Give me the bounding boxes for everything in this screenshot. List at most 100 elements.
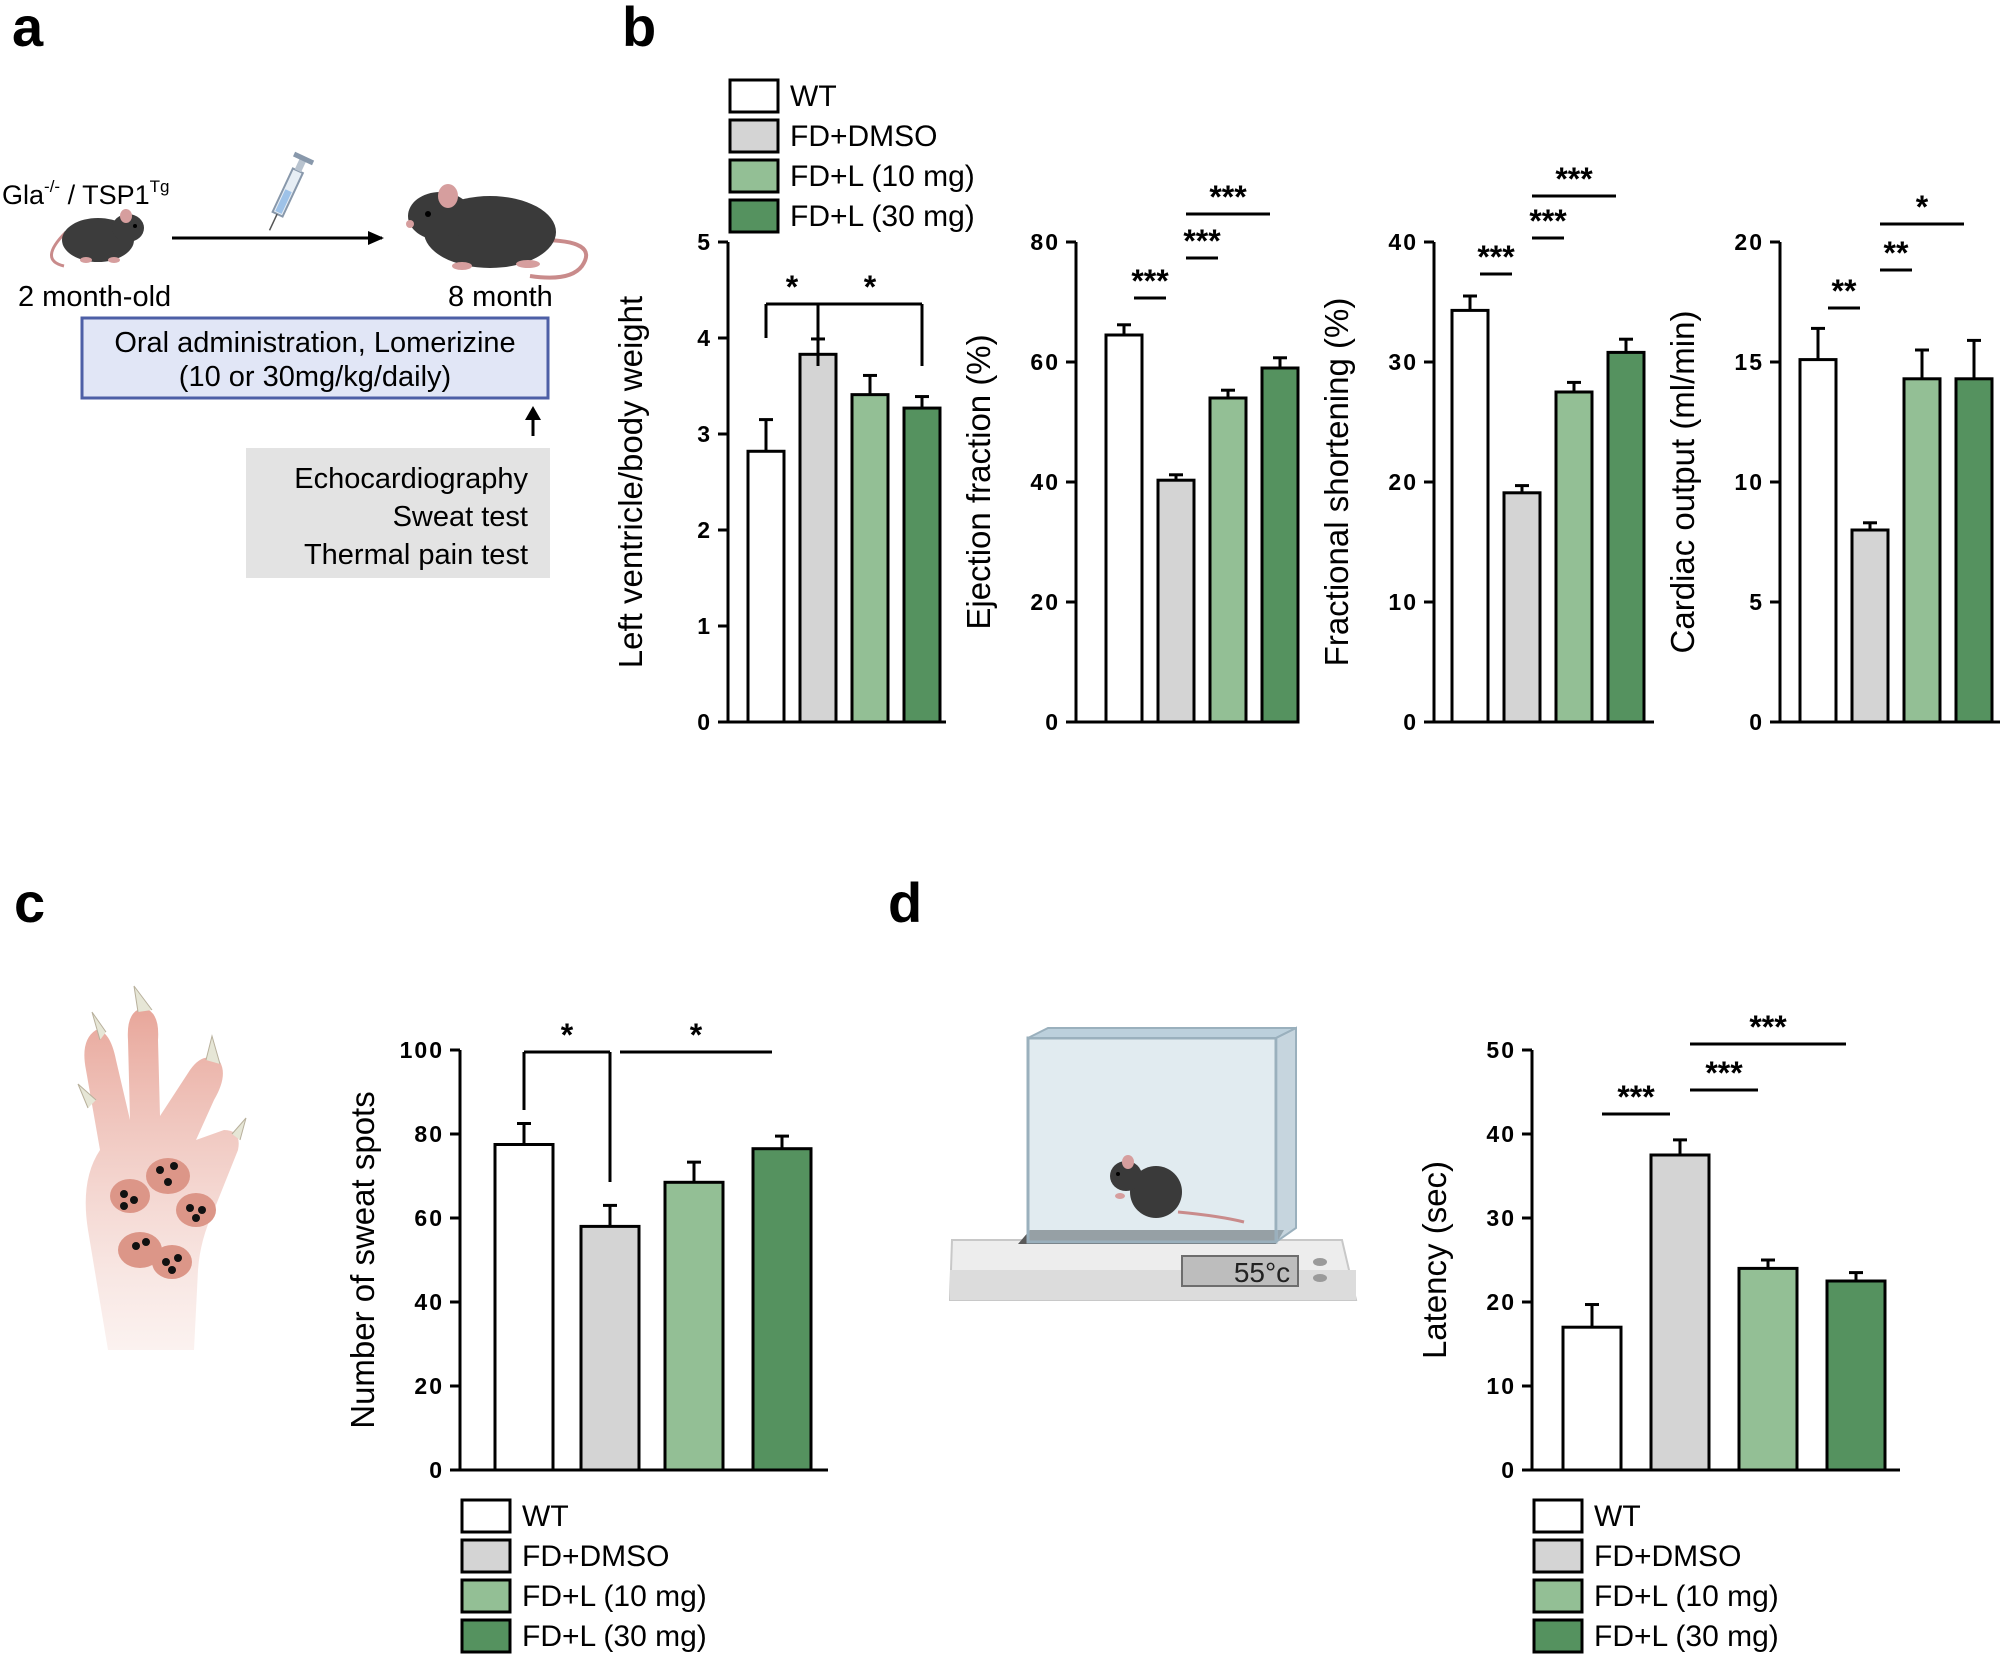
legend-swatch-wt bbox=[1532, 1498, 1584, 1534]
chart-fs: 0 10 20 30 40 Fractional shortening (%) *** ***… bbox=[1318, 161, 1654, 735]
significance-label: *** bbox=[1529, 203, 1567, 239]
significance-label: *** bbox=[1705, 1055, 1743, 1091]
significance-label: *** bbox=[1209, 179, 1247, 215]
bar bbox=[751, 1147, 813, 1472]
young-mouse-icon bbox=[50, 209, 144, 268]
legend-d: WT FD+DMSO FD+L (10 mg) FD+L (30 mg) bbox=[1532, 1498, 1779, 1654]
y-tick-label: 15 bbox=[1734, 349, 1764, 375]
bar bbox=[1561, 1325, 1623, 1472]
y-tick-label: 0 bbox=[1403, 709, 1418, 735]
y-tick-label: 4 bbox=[697, 325, 712, 351]
legend-label: FD+L (30 mg) bbox=[522, 1620, 707, 1653]
syringe-icon bbox=[268, 151, 315, 231]
y-tick-label: 30 bbox=[1486, 1205, 1516, 1231]
y-tick-label: 3 bbox=[697, 421, 712, 447]
legend-label: WT bbox=[790, 80, 837, 113]
treatment-box bbox=[80, 316, 550, 400]
y-tick-label: 5 bbox=[1749, 589, 1764, 615]
chart-sweat: 0 20 40 60 80 100 Number of sweat spots * * bbox=[344, 1017, 828, 1483]
temperature-display bbox=[1181, 1255, 1299, 1287]
legend-label: FD+L (10 mg) bbox=[1594, 1580, 1779, 1613]
y-tick-label: 20 bbox=[1030, 589, 1060, 615]
legend-label: FD+L (10 mg) bbox=[790, 160, 975, 193]
significance-label: ** bbox=[1832, 273, 1857, 309]
y-tick-label: 40 bbox=[414, 1289, 444, 1315]
y-axis-label: Cardiac output (ml/min) bbox=[1664, 311, 1701, 654]
legend-c: WT FD+DMSO FD+L (10 mg) FD+L (30 mg) bbox=[460, 1498, 707, 1654]
y-tick-label: 100 bbox=[400, 1037, 444, 1063]
significance-label: *** bbox=[1555, 161, 1593, 197]
mouse-icon bbox=[1110, 1155, 1245, 1224]
significance-label: *** bbox=[1749, 1009, 1787, 1045]
significance-label: *** bbox=[1477, 239, 1515, 275]
significance-label: * bbox=[690, 1017, 703, 1053]
test-item: Sweat test bbox=[393, 501, 528, 533]
y-tick-label: 1 bbox=[697, 613, 712, 639]
temperature-readout: 55°c bbox=[1234, 1257, 1290, 1288]
y-tick-label: 0 bbox=[1749, 709, 1764, 735]
y-tick-label: 20 bbox=[1388, 469, 1418, 495]
y-axis-label: Ejection fraction (%) bbox=[960, 334, 997, 629]
legend-swatch-l30 bbox=[460, 1618, 512, 1654]
y-tick-label: 80 bbox=[1030, 229, 1060, 255]
legend-label: WT bbox=[522, 1500, 569, 1533]
y-axis-label: Latency (sec) bbox=[1416, 1161, 1453, 1359]
legend-swatch-dmso bbox=[460, 1538, 512, 1574]
y-tick-label: 10 bbox=[1486, 1373, 1516, 1399]
hot-plate-illustration: 55°c bbox=[948, 1026, 1358, 1301]
significance-label: ** bbox=[1884, 235, 1909, 271]
y-tick-label: 40 bbox=[1388, 229, 1418, 255]
bar bbox=[1156, 478, 1196, 724]
legend-swatch-l10 bbox=[728, 158, 780, 194]
y-tick-label: 20 bbox=[1486, 1289, 1516, 1315]
y-tick-label: 0 bbox=[429, 1457, 444, 1483]
y-tick-label: 5 bbox=[697, 229, 712, 255]
significance-label: *** bbox=[1131, 263, 1169, 299]
panel-letter-a: a bbox=[12, 0, 44, 58]
treatment-line2: (10 or 30mg/kg/daily) bbox=[179, 361, 451, 393]
y-axis-label: Left ventricle/body weight bbox=[612, 296, 649, 668]
legend-swatch-dmso bbox=[1532, 1538, 1584, 1574]
bar bbox=[579, 1224, 641, 1472]
legend-swatch-wt bbox=[460, 1498, 512, 1534]
y-tick-label: 60 bbox=[414, 1205, 444, 1231]
y-tick-label: 40 bbox=[1030, 469, 1060, 495]
y-tick-label: 0 bbox=[697, 709, 712, 735]
start-age: 2 month-old bbox=[18, 281, 171, 313]
panel-letter-b: b bbox=[622, 0, 656, 58]
bar bbox=[1606, 350, 1646, 724]
significance-label: * bbox=[864, 269, 877, 305]
bar bbox=[1902, 377, 1942, 724]
y-tick-label: 10 bbox=[1388, 589, 1418, 615]
panel-letter-d: d bbox=[888, 871, 922, 934]
bar bbox=[1737, 1266, 1799, 1472]
y-tick-label: 60 bbox=[1030, 349, 1060, 375]
bar bbox=[1850, 528, 1890, 724]
bar bbox=[1104, 333, 1144, 724]
y-tick-label: 20 bbox=[414, 1373, 444, 1399]
significance-label: * bbox=[1916, 189, 1929, 225]
chart-ef: 0 20 40 60 80 Ejection fraction (%) *** *** *** bbox=[960, 179, 1300, 735]
treatment-line1: Oral administration, Lomerizine bbox=[114, 327, 515, 359]
y-tick-label: 40 bbox=[1486, 1121, 1516, 1147]
tests-box bbox=[246, 448, 550, 578]
legend-b: WT FD+DMSO FD+L (10 mg) FD+L (30 mg) bbox=[728, 78, 975, 234]
y-tick-label: 0 bbox=[1045, 709, 1060, 735]
legend-swatch-l10 bbox=[1532, 1578, 1584, 1614]
panel-letter-c: c bbox=[14, 871, 45, 934]
legend-label: FD+L (10 mg) bbox=[522, 1580, 707, 1613]
bar bbox=[1649, 1153, 1711, 1472]
bar bbox=[902, 406, 942, 724]
bar bbox=[493, 1143, 555, 1472]
bar bbox=[798, 352, 838, 724]
bar bbox=[1798, 358, 1838, 724]
schematic: Gla-/- / TSP1Tg bbox=[2, 151, 589, 578]
genotype-label: Gla-/- / TSP1Tg bbox=[2, 177, 169, 210]
bar bbox=[1502, 491, 1542, 724]
legend-swatch-l30 bbox=[728, 198, 780, 234]
bar bbox=[850, 393, 890, 724]
significance-label: *** bbox=[1617, 1079, 1655, 1115]
bar bbox=[663, 1180, 725, 1472]
